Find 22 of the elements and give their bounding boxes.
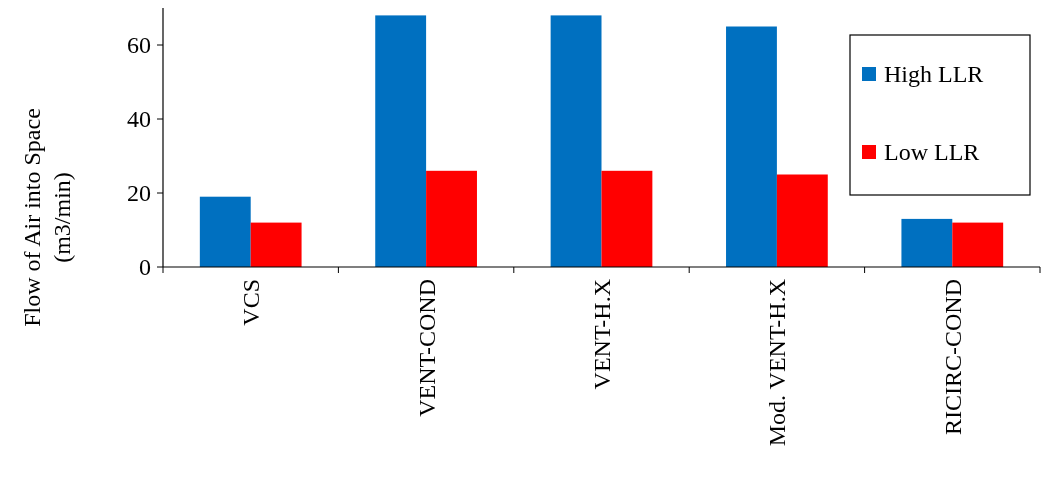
legend-label: High LLR (884, 61, 984, 88)
y-tick-label: 0 (139, 254, 151, 281)
y-tick-label: 40 (127, 106, 151, 133)
bar (776, 174, 828, 267)
y-tick-label: 20 (127, 180, 151, 207)
bar (601, 170, 653, 267)
bar (375, 15, 427, 267)
x-tick-label: VENT-COND (413, 279, 440, 417)
bar (952, 222, 1004, 267)
bar (550, 15, 602, 267)
x-tick-label: Mod. VENT-H.X (764, 279, 791, 447)
y-tick-label: 60 (127, 32, 151, 59)
bar (726, 26, 777, 267)
bar (250, 222, 302, 267)
x-tick-label: RICIRC-COND (939, 279, 966, 436)
x-tick-label: VCS (238, 279, 265, 326)
bar (426, 170, 477, 267)
legend-label: Low LLR (884, 139, 980, 166)
y-axis-title: Flow of Air into Space (m3/min) (19, 108, 75, 327)
bar (901, 218, 953, 267)
bar (199, 196, 251, 267)
x-tick-label: VENT-H.X (588, 279, 615, 390)
